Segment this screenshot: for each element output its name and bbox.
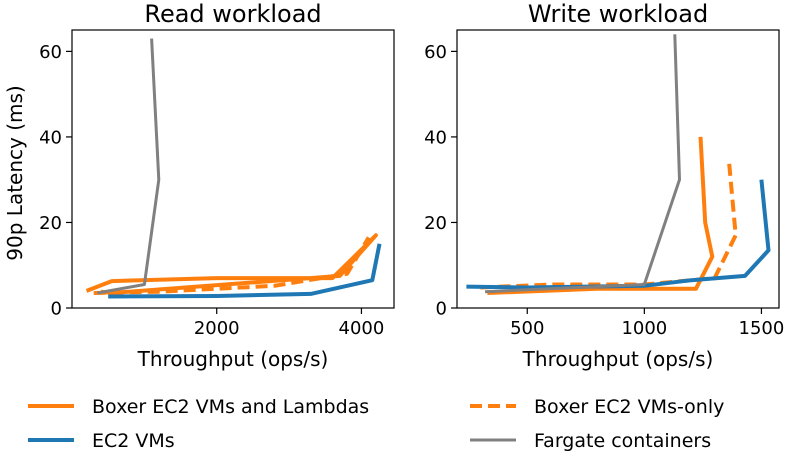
write-y-tick-label: 60 [424,42,447,63]
y-axis-label: 90p Latency (ms) [3,85,27,260]
legend-item-boxer-ec2-vms-only: Boxer EC2 VMs-only [470,396,724,418]
read-y-tick-label: 60 [39,42,62,63]
read-workload-panel: Read workload 0 20 40 60 2000 4000 Throughput… [39,0,395,371]
read-panel-frame [71,29,395,309]
legend: Boxer EC2 VMs and Lambdas Boxer EC2 VMs-o… [28,396,724,452]
legend-item-ec2-vms: EC2 VMs [28,430,175,452]
read-panel-x-axis-label: Throughput (ops/s) [137,347,329,371]
legend-label: Fargate containers [534,430,711,452]
read-series-ec2-vms [108,243,382,299]
write-panel-series [466,34,771,295]
legend-item-fargate-containers: Fargate containers [470,430,711,452]
read-series-fargate-containers [97,38,161,295]
write-x-tick-label: 1500 [739,318,785,339]
write-series-boxer-ec2-vms-and-lambdas [487,136,715,295]
legend-item-boxer-ec2-vms-and-lambdas: Boxer EC2 VMs and Lambdas [28,396,369,418]
write-series-boxer-ec2-vms-only [480,158,738,290]
write-x-tick-label: 1000 [621,318,667,339]
read-panel-ticks: 0 20 40 60 2000 4000 [39,42,384,339]
legend-label: Boxer EC2 VMs-only [534,396,724,418]
write-series-fargate-containers [485,34,681,294]
read-series-boxer-ec2-vms-only [93,236,371,295]
legend-label: Boxer EC2 VMs and Lambdas [92,396,369,418]
read-y-tick-label: 0 [51,299,62,320]
legend-label: EC2 VMs [92,430,175,452]
read-x-tick-label: 4000 [339,318,385,339]
write-panel-x-axis-label: Throughput (ops/s) [522,347,714,371]
read-panel-series [85,38,382,299]
write-panel-ticks: 0 20 40 60 500 1000 1500 [424,42,784,339]
write-y-tick-label: 40 [424,127,447,148]
write-series-ec2-vms [466,179,771,290]
read-y-tick-label: 40 [39,127,62,148]
read-series-boxer-ec2-vms-and-lambdas [85,233,378,295]
read-x-tick-label: 2000 [194,318,240,339]
read-y-tick-label: 20 [39,213,62,234]
write-x-tick-label: 500 [510,318,544,339]
write-panel-title: Write workload [528,0,708,28]
write-workload-panel: Write workload 0 20 40 60 500 1000 1500 Throug… [424,0,784,371]
write-y-tick-label: 0 [436,299,447,320]
read-panel-title: Read workload [144,0,321,28]
write-y-tick-label: 20 [424,213,447,234]
write-panel-frame [456,29,780,309]
